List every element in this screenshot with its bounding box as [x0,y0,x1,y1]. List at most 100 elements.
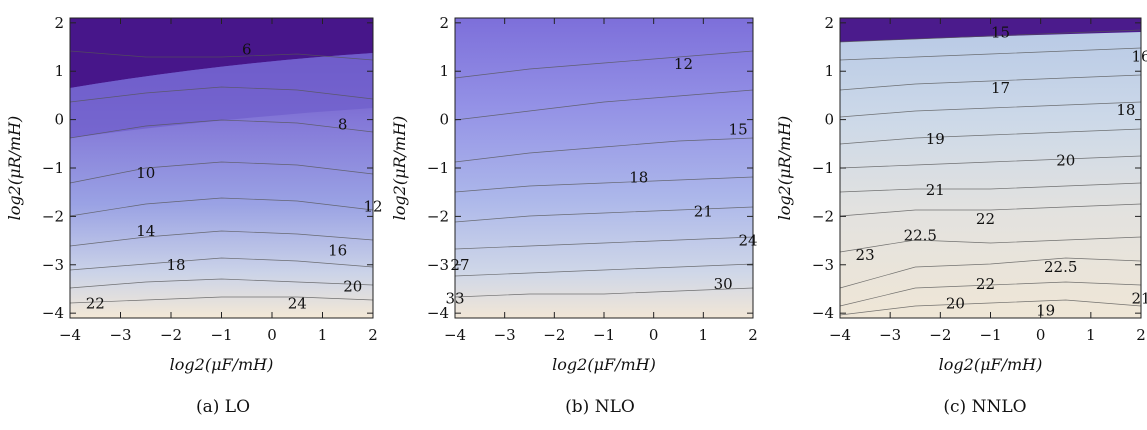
contour-line [454,206,754,223]
x-tick-label: −1 [593,326,615,344]
low-region [840,18,1141,42]
x-tick-label: −3 [879,326,901,344]
y-tick-label: −3 [427,256,449,274]
contour-label: 18 [167,256,186,274]
x-tick-label: 1 [318,326,328,344]
y-tick-label: 2 [824,14,834,32]
contour-line [839,182,1142,193]
x-tick-label: 1 [699,326,709,344]
x-tick-label: −2 [929,326,951,344]
contour-line [454,89,754,121]
y-tick-label: 0 [824,111,834,129]
contour-label: 16 [1131,48,1147,66]
x-tick-label: −2 [160,326,182,344]
y-tick-label: −2 [427,207,449,225]
contour-line [839,74,1142,91]
contour-line [69,230,374,247]
contour-line [839,236,1142,253]
contour-label: 21 [1131,290,1147,308]
contour-label: 20 [1056,152,1075,170]
contour-label: 33 [445,290,464,308]
contour-label: 20 [343,278,362,296]
y-tick-label: 0 [439,111,449,129]
x-axis-label: log2(μF/mH) [939,355,1043,374]
contour-label: 10 [136,164,155,182]
contour-line [454,263,754,277]
panel-caption: (c) NNLO [943,397,1026,417]
contour-line [839,29,1142,43]
x-tick-label: −4 [444,326,466,344]
contour-field [840,18,1141,318]
contour-label: 17 [991,79,1010,97]
x-tick-label: −3 [494,326,516,344]
contour-line [454,50,754,79]
contour-line [839,101,1142,118]
contour-label: 22 [976,210,995,228]
x-tick-label: −2 [543,326,565,344]
contour-label: 14 [136,222,155,240]
y-tick-label: 1 [54,62,64,80]
contour-label: 22.5 [904,227,937,245]
x-tick-label: 2 [1136,326,1146,344]
x-tick-label: −4 [829,326,851,344]
contour-line [839,47,1142,61]
contour-line [454,137,754,163]
contour-label: 19 [1036,302,1055,320]
y-tick-label: −2 [42,207,64,225]
contour-field [455,18,753,318]
contour-label: 12 [363,198,382,216]
contour-line [839,257,1142,289]
contour-label: 24 [738,232,757,250]
panel-3: −4 −3 −2 −1 0 1 2 −4 −3 −2 −1 0 1 2 15 16 17 18 19 20 21 22 22… [775,14,1147,417]
contour-line [69,86,374,103]
x-tick-label: −1 [210,326,232,344]
contour-line [839,203,1142,217]
y-tick-label: −4 [427,304,449,322]
x-tick-label: −3 [109,326,131,344]
contour-line [839,281,1142,307]
x-tick-label: −4 [59,326,81,344]
x-tick-label: 2 [748,326,758,344]
contour-label: 12 [674,55,693,73]
contour-label: 21 [694,203,713,221]
contour-line [839,299,1142,316]
contour-label: 19 [926,130,945,148]
contour-label: 15 [991,24,1010,42]
contour-label: 30 [714,275,733,293]
y-tick-label: 1 [824,62,834,80]
y-tick-label: 0 [54,111,64,129]
contour-line [454,176,754,193]
x-tick-label: −1 [979,326,1001,344]
y-tick-label: 1 [439,62,449,80]
contour-line [69,119,374,139]
contour-label: 21 [926,181,945,199]
y-tick-label: −1 [427,159,449,177]
contour-label: 22 [976,275,995,293]
contour-label: 18 [1116,101,1135,119]
contour-label: 24 [288,294,307,312]
y-tick-label: −2 [812,207,834,225]
x-tick-label: 2 [368,326,378,344]
x-tick-label: 1 [1086,326,1096,344]
contour-line [69,257,374,271]
x-tick-label: 0 [1036,326,1046,344]
x-axis-label: log2(μF/mH) [552,355,656,374]
y-tick-label: 2 [439,14,449,32]
low-region [70,18,373,88]
contour-line [69,161,374,184]
contour-line [839,155,1142,169]
y-tick-label: −1 [42,159,64,177]
contour-line [69,197,374,217]
contour-label: 15 [729,120,748,138]
x-tick-label: 0 [649,326,659,344]
contour-label: 16 [328,241,347,259]
contour-label: 18 [629,169,648,187]
y-axis-label: log2(μR/mH) [775,116,794,221]
contour-label: 8 [338,115,348,133]
contour-line [454,236,754,250]
contour-line [69,296,374,304]
x-tick-label: 0 [267,326,277,344]
contour-label: 23 [856,246,875,264]
contour-line [839,128,1142,145]
